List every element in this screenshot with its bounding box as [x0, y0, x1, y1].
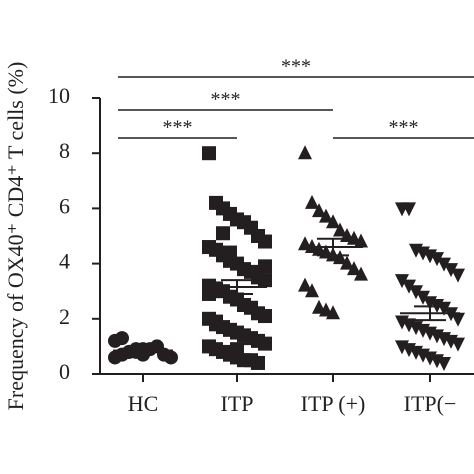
point	[333, 222, 347, 237]
point	[202, 146, 216, 161]
point	[202, 286, 216, 301]
point	[164, 350, 178, 365]
point	[416, 290, 430, 305]
point	[223, 245, 237, 260]
significance-label: ***	[163, 117, 193, 139]
point	[451, 268, 465, 283]
significance-label: ***	[281, 56, 311, 78]
point	[258, 273, 272, 288]
point	[340, 255, 354, 270]
point	[437, 301, 451, 316]
point	[437, 257, 451, 272]
point	[319, 208, 333, 223]
x-tick-label: ITP (+)	[301, 391, 366, 416]
point	[258, 309, 272, 324]
y-tick-label: 2	[59, 304, 70, 329]
point	[354, 266, 368, 281]
point	[305, 194, 319, 209]
y-tick-label: 4	[59, 249, 70, 274]
point	[333, 250, 347, 265]
point	[395, 274, 409, 289]
x-tick-label: ITP(−	[404, 391, 457, 416]
x-tick-label: ITP	[221, 391, 254, 416]
point	[437, 356, 451, 371]
point	[230, 342, 244, 357]
point	[402, 279, 416, 294]
y-axis-label: Frequency of OX40⁺ CD4⁺ T cells (%)	[3, 62, 28, 411]
point	[326, 214, 340, 229]
point	[402, 202, 416, 217]
point	[298, 145, 312, 160]
point	[312, 203, 326, 218]
point	[430, 252, 444, 267]
y-tick-label: 10	[48, 83, 70, 108]
x-tick-label: HC	[128, 391, 159, 416]
point	[209, 317, 223, 332]
point	[451, 312, 465, 327]
point	[251, 355, 265, 370]
point	[305, 283, 319, 298]
point	[444, 263, 458, 278]
significance-label: ***	[211, 89, 241, 111]
point	[451, 337, 465, 352]
point	[354, 233, 368, 248]
y-tick-label: 6	[59, 193, 70, 218]
point	[115, 331, 129, 346]
significance-label: ***	[389, 117, 419, 139]
point	[326, 305, 340, 320]
y-tick-label: 0	[59, 359, 70, 384]
point	[258, 234, 272, 249]
point	[409, 285, 423, 300]
y-tick-label: 8	[59, 138, 70, 163]
point	[298, 277, 312, 292]
point	[258, 336, 272, 351]
point	[258, 259, 272, 274]
point	[216, 226, 230, 241]
point	[347, 261, 361, 276]
